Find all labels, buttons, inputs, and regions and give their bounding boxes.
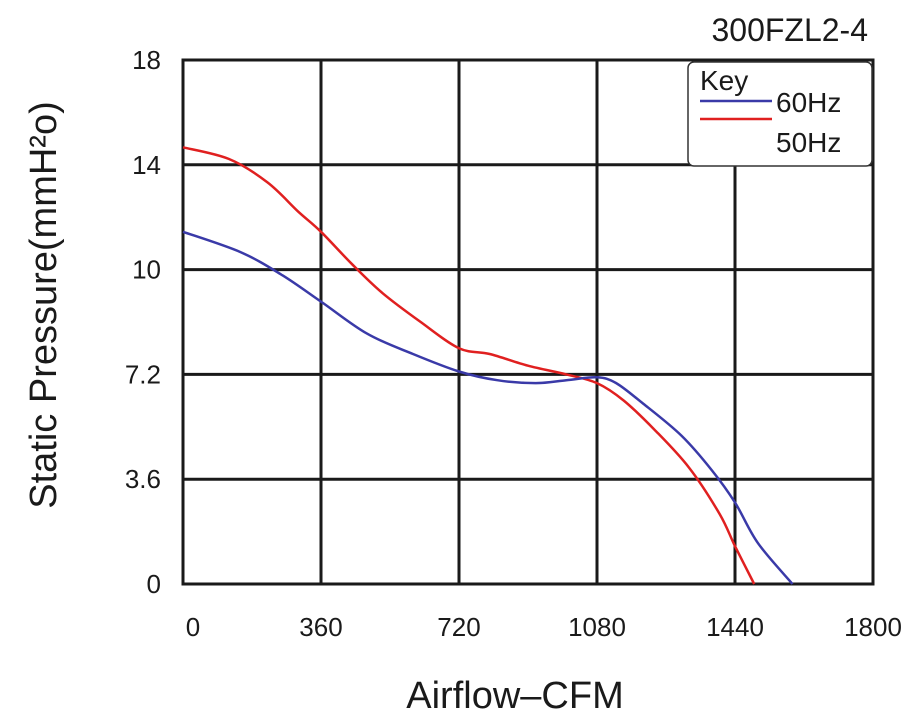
series-layer xyxy=(182,146,794,585)
x-tick-label: 1080 xyxy=(568,612,626,642)
y-axis-label: Static Pressure(mmH²o) xyxy=(23,101,65,509)
series-line-50hz xyxy=(182,146,756,585)
y-tick-label: 18 xyxy=(132,45,161,75)
x-tick-label: 1440 xyxy=(706,612,764,642)
x-tick-label: 720 xyxy=(437,612,480,642)
x-axis-label: Airflow–CFM xyxy=(406,675,623,717)
plot-area-border xyxy=(181,58,875,586)
chart-title: 300FZL2-4 xyxy=(711,12,868,48)
y-tick-label: 10 xyxy=(132,255,161,285)
legend-box xyxy=(687,61,873,167)
y-tick-label: 3.6 xyxy=(125,464,161,494)
x-tick-label: 360 xyxy=(299,612,342,642)
legend-title: Key xyxy=(700,65,748,96)
y-tick-label: 7.2 xyxy=(125,359,161,389)
series-line-60hz xyxy=(182,230,794,585)
legend-entry-50hz: 50Hz xyxy=(776,127,841,158)
x-tick-label: 1800 xyxy=(844,612,902,642)
y-tick-labels: 0 3.6 7.2 10 14 18 xyxy=(125,45,161,599)
legend-entry-60hz: 60Hz xyxy=(776,87,841,118)
x-tick-labels: 0 360 720 1080 1440 1800 xyxy=(186,612,902,642)
x-tick-label: 0 xyxy=(186,612,200,642)
y-tick-label: 0 xyxy=(147,569,161,599)
legend: Key 60Hz 50Hz xyxy=(687,61,873,167)
y-tick-label: 14 xyxy=(132,150,161,180)
